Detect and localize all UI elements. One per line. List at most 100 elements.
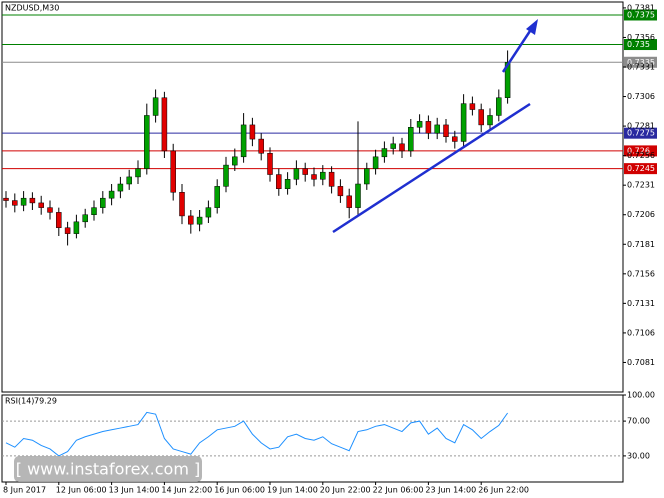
x-tick-label: 22 Jun 06:00 (373, 486, 424, 495)
x-tick-label: 19 Jun 14:00 (267, 486, 318, 495)
candle-body (205, 207, 212, 218)
arrow-head (526, 19, 538, 35)
price-panel (1, 1, 624, 393)
candle-body (443, 124, 449, 137)
arrow-shaft (501, 27, 534, 73)
candle-body (258, 138, 264, 154)
y-tick-label: 0.7131 (627, 299, 655, 308)
candle-body (232, 156, 238, 166)
x-tick-label: 16 Jun 06:00 (214, 486, 265, 495)
candle-body (496, 97, 502, 116)
level-label-box (624, 127, 657, 139)
y-tick-label: 0.7156 (627, 269, 655, 278)
y-tick-label: 0.7356 (627, 33, 655, 42)
candle-body (108, 190, 115, 199)
candle-body (302, 168, 308, 175)
candle-body (452, 136, 458, 142)
candle-body (223, 164, 229, 187)
candle-body (64, 227, 71, 234)
candle-body (372, 156, 379, 169)
candle-body (416, 121, 423, 128)
candle-body (434, 124, 440, 134)
rsi-line (5, 411, 509, 457)
y-tick-label: 0.7206 (627, 210, 655, 219)
rsi-tick-label: 30.00 (627, 451, 650, 460)
y-tick-label: 0.7081 (627, 358, 655, 367)
candle-body (161, 97, 168, 152)
candle-body (346, 195, 352, 208)
level-label-box (624, 163, 657, 175)
candle-body (478, 109, 484, 126)
rsi-tick-label: 100.00 (627, 391, 655, 400)
candle-body (73, 221, 80, 234)
candle-body (408, 127, 414, 152)
chart-title: NZDUSD,M30 (5, 4, 59, 13)
candle-body (82, 214, 88, 223)
level-label: 0.735 (627, 40, 650, 49)
candle-body (337, 186, 344, 197)
candle-body (399, 143, 405, 152)
candle-body (12, 200, 18, 206)
level-label: 0.7275 (627, 129, 655, 138)
y-tick-label: 0.7331 (627, 63, 655, 72)
candle-body (196, 216, 203, 225)
candle-body (267, 153, 273, 175)
candle-body (469, 103, 476, 110)
candle-body (38, 202, 44, 208)
level-label-box (624, 145, 657, 157)
level-label-box (624, 9, 657, 21)
level-label-box (624, 56, 657, 68)
x-axis: 8 Jun 2017 12 Jun 06:00 13 Jun 14:00 14 Jun… (3, 482, 529, 495)
watermark-box (14, 456, 202, 482)
candle-body (320, 171, 326, 180)
candles (3, 50, 511, 246)
level-label: 0.7375 (627, 11, 655, 20)
candle-body (126, 176, 132, 185)
y-tick-label: 0.7381 (627, 3, 655, 12)
y-tick-label: 0.7281 (627, 122, 655, 131)
candle-body (188, 215, 194, 225)
candle-body (56, 212, 62, 228)
trend-line (332, 102, 531, 234)
candle-body (328, 171, 335, 187)
candle-body (249, 124, 256, 140)
rsi-value: 79.29 (34, 397, 57, 406)
candle-body (20, 197, 27, 206)
x-tick-label: 23 Jun 14:00 (425, 486, 476, 495)
levels: 0.7375 0.735 0.7335 0.7275 0.726 0.7245 (2, 9, 657, 175)
candle-body (276, 174, 282, 189)
candle-body (91, 207, 97, 215)
candle-body (135, 168, 141, 178)
candle-body (425, 121, 432, 134)
candle-body (390, 143, 396, 149)
candle-body (355, 183, 361, 208)
level-label: 0.726 (627, 146, 650, 155)
level-label-box (624, 39, 657, 51)
rsi: 100.00 70.00 30.00 (2, 391, 655, 460)
x-tick-label: 8 Jun 2017 (3, 486, 46, 495)
candle-body (100, 197, 106, 208)
y-tick-label: 0.7106 (627, 328, 655, 337)
candle-body (170, 150, 176, 193)
y-tick-label: 0.7256 (627, 151, 655, 160)
level-label: 0.7335 (627, 58, 655, 67)
x-tick-label: 26 Jun 22:00 (478, 486, 529, 495)
candle-body (460, 103, 467, 142)
x-tick-label: 13 Jun 14:00 (109, 486, 160, 495)
rsi-tick-label: 70.00 (627, 417, 650, 426)
rsi-title: RSI(14) (5, 397, 34, 406)
candle-body (152, 97, 159, 116)
x-tick-label: 12 Jun 06:00 (56, 486, 107, 495)
candle-body (504, 62, 511, 98)
candle-body (214, 186, 220, 208)
watermark: [ www.instaforex.com ] (16, 460, 200, 479)
candle-body (179, 192, 185, 217)
candle-body (364, 168, 370, 185)
y-tick-label: 0.7306 (627, 92, 655, 101)
candle-body (144, 115, 150, 169)
candle-body (284, 179, 291, 189)
candle-body (311, 174, 317, 180)
candle-body (47, 207, 53, 213)
x-tick-label: 14 Jun 22:00 (161, 486, 212, 495)
